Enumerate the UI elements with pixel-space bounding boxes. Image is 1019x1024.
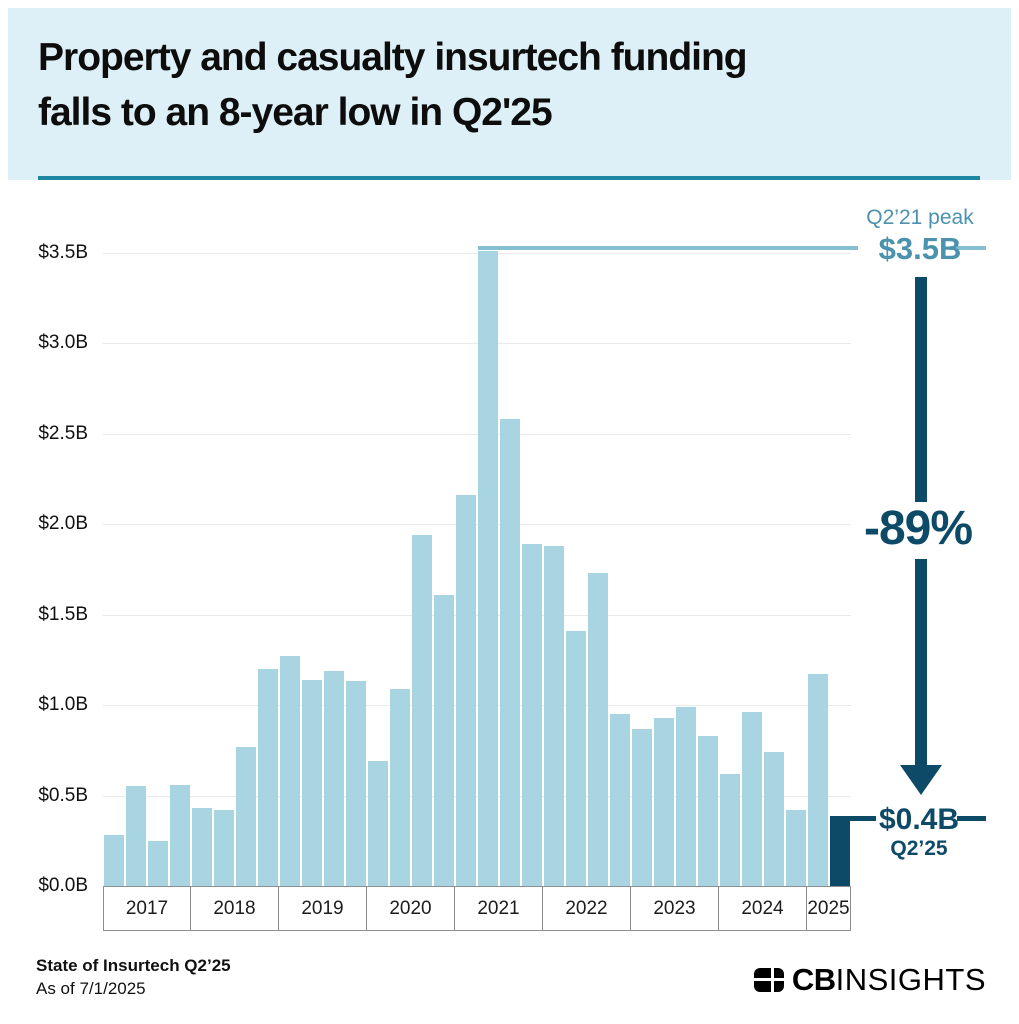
year-axis-cell-2022: 2022 [543, 886, 631, 931]
peak-reference-line [478, 246, 858, 250]
cbinsights-logo: CB INSIGHTS [753, 962, 986, 998]
logo-cb-text: CB [791, 962, 836, 997]
funding-bar-Q1'24 [720, 773, 740, 886]
year-axis-cell-2023: 2023 [631, 886, 719, 931]
funding-bar-Q3'20 [412, 534, 432, 886]
gridline-$0.5B [103, 795, 851, 797]
gridline-$3.0B [103, 343, 851, 344]
low-reference-line [830, 816, 876, 821]
chart-title-line-2: falls to an 8-year low in Q2'25 [38, 91, 553, 134]
source-line-2: As of 7/1/2025 [36, 979, 146, 998]
funding-bar-Q1'17 [104, 835, 124, 886]
year-axis-cell-2018: 2018 [191, 886, 279, 931]
y-axis-label: $0.0B [38, 875, 88, 896]
peak-label: Q2’21 peak [866, 206, 974, 229]
funding-bar-Q4'22 [610, 714, 630, 886]
y-axis-label: $1.0B [38, 694, 88, 715]
y-axis-label: $1.5B [38, 603, 88, 625]
funding-bar-Q3'22 [588, 572, 608, 886]
funding-bar-Q4'20 [434, 594, 454, 886]
funding-bar-Q2'24 [742, 712, 762, 886]
header-divider [38, 176, 980, 180]
funding-bar-Q3'19 [324, 670, 344, 886]
y-axis-label: $3.5B [38, 241, 88, 263]
funding-bar-Q3'17 [148, 840, 168, 886]
funding-bar-Q2'18 [214, 809, 234, 886]
year-axis-cell-2021: 2021 [455, 886, 543, 931]
funding-bar-Q1'20 [368, 761, 388, 886]
funding-bar-Q4'21 [522, 543, 542, 886]
funding-bar-Q4'18 [258, 668, 278, 886]
y-axis-label: $3.0B [38, 332, 88, 353]
header-band: Property and casualty insurtech funding f… [8, 8, 1011, 180]
drop-arrow-shaft-top [915, 277, 927, 502]
chart-title: Property and casualty insurtech funding f… [38, 30, 748, 140]
y-axis-label: $2.0B [38, 513, 88, 534]
y-axis-label: $0.5B [38, 784, 88, 806]
funding-bar-Q4'17 [170, 784, 190, 886]
x-axis-year-row: 2017 2018 2019 2020 2021 2022 2023 2024 2025 [103, 886, 851, 931]
chart-title-line-1: Property and casualty insurtech funding [38, 36, 748, 79]
funding-bar-Q4'24 [786, 809, 806, 886]
y-axis-label: $2.5B [38, 422, 88, 444]
source-line-1: State of Insurtech Q2’25 [36, 956, 231, 975]
funding-bar-Q2'19 [302, 679, 322, 886]
gridline-$1.5B [103, 614, 851, 616]
funding-bar-Q2'22 [566, 630, 586, 886]
year-axis-cell-2017: 2017 [103, 886, 191, 931]
funding-bar-Q4'19 [346, 681, 366, 886]
year-axis-cell-2025: 2025 [807, 886, 851, 931]
drop-arrow-head-icon [900, 765, 942, 795]
drop-percentage-label: -89% [863, 502, 973, 555]
gridline-$1.0B [103, 705, 851, 706]
funding-bar-Q1'18 [192, 808, 212, 886]
peak-reference-dash [950, 246, 986, 250]
funding-bar-Q3'23 [676, 706, 696, 886]
year-axis-cell-2020: 2020 [367, 886, 455, 931]
funding-bar-Q1'25 [808, 674, 828, 886]
funding-bar-Q2'17 [126, 786, 146, 886]
funding-bar-Q3'24 [764, 752, 784, 886]
year-axis-cell-2019: 2019 [279, 886, 367, 931]
funding-bar-Q3'18 [236, 746, 256, 886]
gridline-$2.0B [103, 524, 851, 525]
cbinsights-logo-mark-icon [753, 968, 784, 992]
funding-bar-Q1'19 [280, 656, 300, 886]
funding-bar-Q1'23 [632, 728, 652, 886]
funding-bar-Q3'21 [500, 419, 520, 886]
drop-arrow-shaft-bottom [915, 559, 927, 765]
gridline-$2.5B [103, 433, 851, 435]
peak-value: $3.5B [878, 231, 962, 266]
funding-bar-Q1'22 [544, 545, 564, 886]
low-value: $0.4B [878, 803, 960, 836]
funding-bar-Q2'23 [654, 717, 674, 886]
funding-bar-Q1'21 [456, 495, 476, 886]
funding-bar-Q2'21 [478, 250, 498, 886]
source-note: State of Insurtech Q2’25 As of 7/1/2025 [36, 954, 231, 1000]
low-label: Q2’25 [890, 837, 948, 860]
year-axis-cell-2024: 2024 [719, 886, 807, 931]
funding-bar-Q4'23 [698, 735, 718, 886]
low-reference-dash [957, 816, 986, 821]
funding-bar-Q2'20 [390, 688, 410, 886]
gridline-$3.5B [103, 252, 851, 254]
funding-bar-Q2'25 [830, 817, 850, 886]
logo-insights-text: INSIGHTS [835, 962, 986, 997]
